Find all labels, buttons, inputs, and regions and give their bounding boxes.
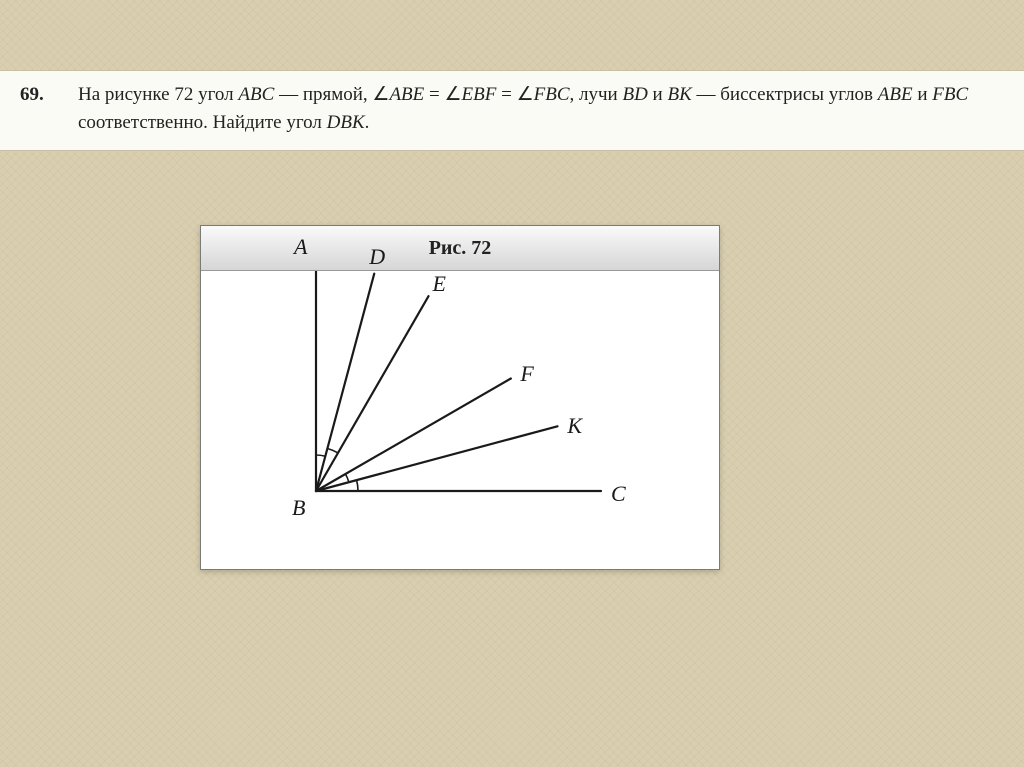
figure-container: Рис. 72 A D E F K C B [200, 225, 720, 570]
ray-E [316, 296, 429, 491]
problem-text: На рисунке 72 угол ABC — прямой, ∠ABE = … [78, 81, 1004, 136]
ray-label-A: A [294, 234, 307, 260]
angle-arc-3 [357, 480, 358, 491]
figure-body: ADEFKCB [201, 271, 719, 570]
figure-title: Рис. 72 [201, 226, 719, 271]
ray-label-C: C [611, 481, 626, 507]
problem-number: 69. [20, 81, 78, 136]
angle-arc-0 [316, 455, 325, 456]
ray-label-E: E [433, 271, 446, 297]
ray-label-K: K [567, 413, 582, 439]
angle-arc-2 [345, 474, 348, 482]
vertex-label-B: B [292, 495, 305, 521]
problem-statement: 69. На рисунке 72 угол ABC — прямой, ∠AB… [0, 70, 1024, 151]
angle-arc-1 [327, 448, 338, 452]
ray-label-D: D [369, 244, 385, 270]
ray-label-F: F [520, 361, 533, 387]
ray-D [316, 274, 374, 491]
ray-K [316, 426, 557, 491]
